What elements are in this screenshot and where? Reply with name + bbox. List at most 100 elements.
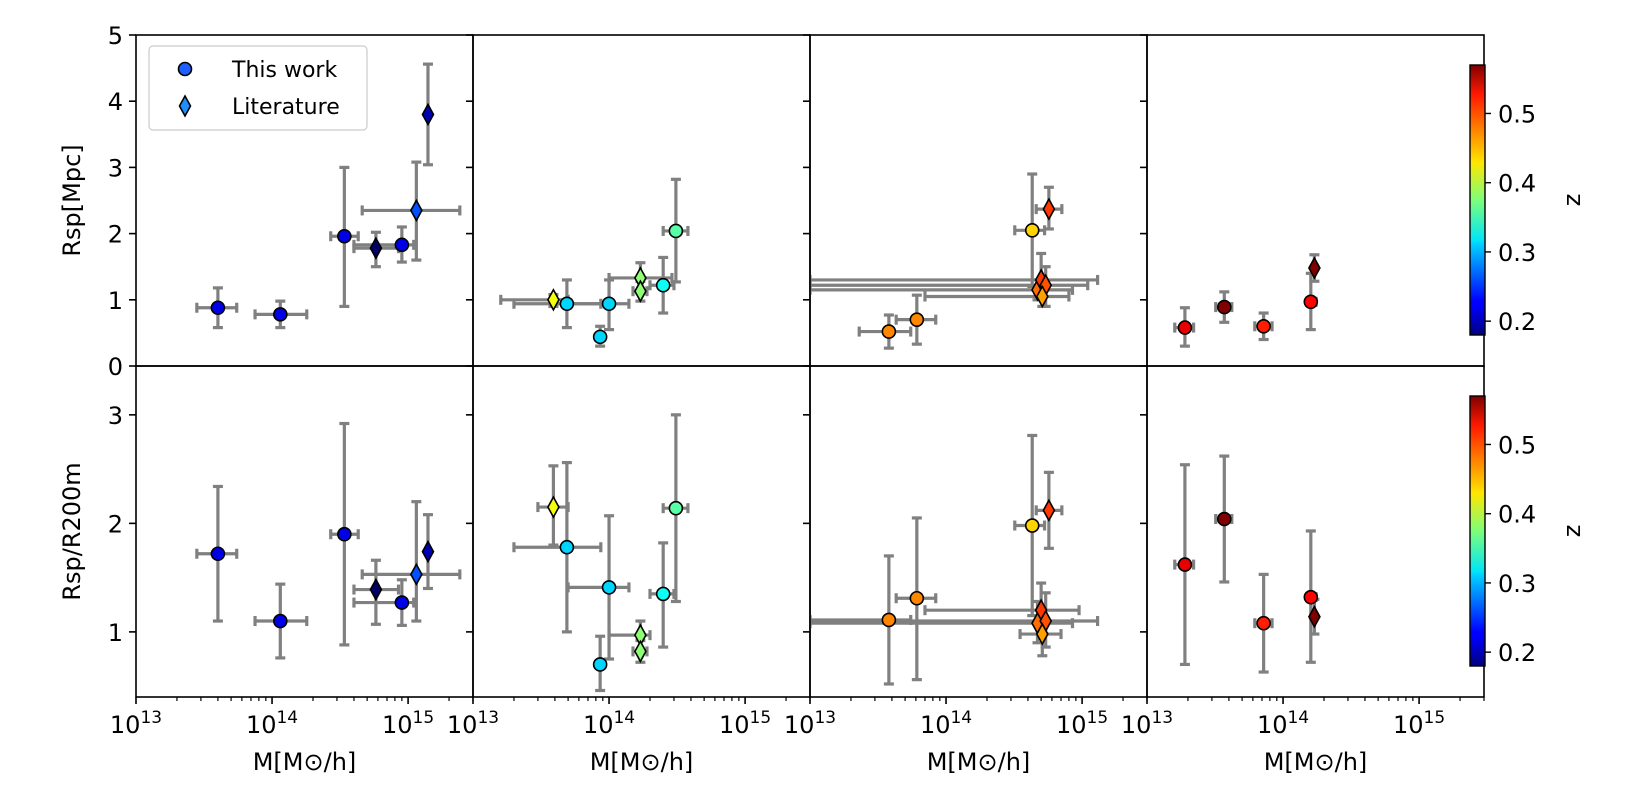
data-point-diamond [1307, 256, 1321, 280]
data-point-diamond [1035, 622, 1049, 646]
colorbar-tick-label: 0.2 [1498, 308, 1536, 336]
error-bar [810, 591, 1100, 649]
y-tick-label: 2 [108, 510, 123, 538]
panel-frame [1146, 34, 1485, 367]
colorbar-label: z [1558, 525, 1586, 538]
x-tick-label: 1014 [246, 708, 298, 739]
legend-frame [148, 45, 368, 131]
data-point-circle [668, 500, 684, 516]
data-point-circle [881, 324, 897, 339]
colorbar-tick-label: 0.2 [1498, 639, 1536, 667]
legend-label-literature: Literature [232, 95, 340, 120]
data-point-circle [273, 307, 288, 322]
data-point-circle [337, 526, 352, 542]
x-tick-label: 1014 [583, 708, 635, 739]
data-point-circle [394, 237, 410, 253]
data-point-diamond [546, 288, 560, 312]
panel-data [195, 421, 462, 660]
x-tick-label: 1014 [1257, 708, 1309, 739]
x-tick-label: 1014 [920, 708, 972, 739]
data-point-diamond [409, 562, 423, 587]
data-point-circle [273, 613, 288, 629]
panel-r1-c3 [803, 34, 1148, 367]
data-point-circle [1217, 299, 1232, 315]
data-point-circle [559, 296, 575, 312]
panel-r2-c1: 1 2 3 1013 1014 1015 M[M⊙/h] [108, 365, 474, 776]
y-tick-label: 3 [108, 154, 123, 182]
data-point-diamond [1035, 284, 1049, 309]
data-point-circle [1024, 222, 1040, 238]
panel-r2-c4: 1013 1014 1015 M[M⊙/h] [1121, 365, 1485, 776]
data-point-circle [601, 296, 617, 312]
data-point-circle [881, 612, 897, 628]
y-tick-label: 1 [108, 287, 123, 315]
y-tick-label: 5 [108, 22, 123, 50]
legend-circle-marker [177, 61, 193, 77]
y-tick-label: 1 [108, 619, 123, 647]
colorbar-tick-label: 0.5 [1498, 100, 1536, 128]
panel-data [1173, 454, 1321, 674]
data-point-circle [1303, 589, 1319, 605]
error-bar [923, 581, 1081, 639]
colorbar-tick-label: 0.3 [1498, 239, 1536, 267]
data-point-circle [655, 277, 671, 293]
error-bar [512, 460, 603, 634]
colorbar-tick-label: 0.3 [1498, 570, 1536, 598]
colorbar-tick-label: 0.4 [1498, 501, 1536, 529]
data-point-circle [592, 329, 608, 345]
data-point-circle [394, 595, 410, 610]
panel-data [512, 413, 690, 693]
legend-label-this-work: This work [231, 58, 337, 83]
data-point-circle [601, 580, 617, 595]
colorbar-label: z [1558, 194, 1586, 207]
colorbar-gradient [1469, 395, 1486, 667]
data-point-circle [655, 586, 671, 602]
data-point-circle [1177, 557, 1193, 572]
colorbar-gradient [1469, 64, 1486, 336]
legend: This work Literature [148, 45, 368, 131]
x-tick-label: 1013 [784, 708, 836, 739]
colorbar-tick-label: 0.4 [1498, 170, 1536, 198]
x-axis-label: M[M⊙/h] [590, 748, 694, 776]
data-point-diamond [369, 236, 383, 260]
y-tick-label: 0 [108, 353, 123, 381]
panel-frame [472, 34, 811, 367]
y-axis-label: Rsp[Mpc] [58, 144, 86, 256]
data-point-circle [1217, 511, 1232, 527]
data-point-diamond [546, 495, 560, 519]
data-point-diamond [1042, 197, 1056, 221]
data-point-diamond [633, 279, 647, 303]
panel-data [810, 172, 1100, 350]
panel-data [810, 433, 1100, 686]
data-point-diamond [421, 539, 435, 564]
data-point-circle [668, 223, 684, 239]
x-axis-label: M[M⊙/h] [927, 748, 1031, 776]
x-axis-label: M[M⊙/h] [253, 748, 357, 776]
x-tick-label: 1015 [719, 708, 771, 739]
colorbar: 0.2 0.3 0.4 0.5 z [1469, 395, 1586, 667]
data-point-circle [1256, 318, 1271, 334]
x-tick-label: 1015 [382, 708, 434, 739]
data-point-diamond [1042, 498, 1056, 522]
panel-r1-c4 [1140, 34, 1485, 367]
panel-r2-c2: 1013 1014 1015 M[M⊙/h] [447, 365, 811, 776]
x-axis-label: M[M⊙/h] [1264, 748, 1368, 776]
data-point-circle [559, 539, 575, 555]
x-tick-label: 1013 [447, 708, 499, 739]
data-point-circle [909, 312, 925, 327]
panel-r2-c3: 1013 1014 1015 M[M⊙/h] [784, 365, 1148, 776]
data-point-circle [210, 300, 226, 316]
data-point-diamond [409, 198, 423, 223]
data-point-circle [337, 228, 352, 244]
y-tick-label: 2 [108, 221, 123, 249]
panel-data [195, 62, 462, 330]
data-point-diamond [369, 577, 383, 602]
data-point-circle [909, 590, 925, 606]
panel-frame [135, 365, 474, 698]
data-point-circle [592, 657, 608, 672]
error-bar [566, 278, 631, 332]
data-point-circle [1024, 518, 1040, 533]
y-tick-label: 4 [108, 88, 123, 116]
